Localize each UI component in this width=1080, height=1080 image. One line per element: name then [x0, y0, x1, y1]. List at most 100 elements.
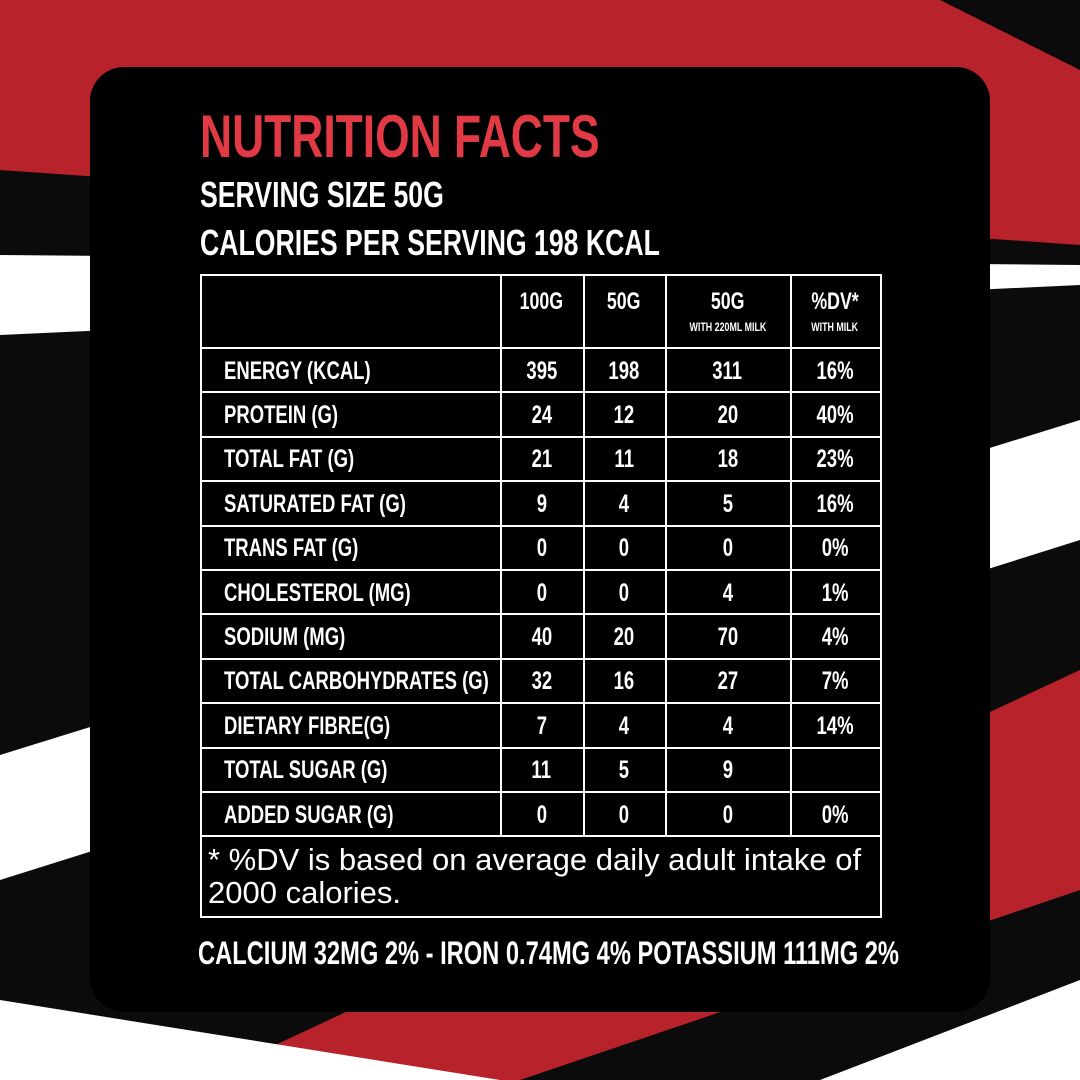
value-text: 0: [536, 534, 547, 563]
column-line: [790, 276, 792, 838]
value-text: 18: [717, 445, 738, 474]
value-cell: 198: [583, 349, 665, 393]
value-cell: 7%: [790, 660, 880, 704]
footnote: * %DV is based on average daily adult in…: [208, 842, 862, 911]
value-text: 0: [536, 578, 547, 607]
calories-text: CALORIES PER SERVING 198 KCAL: [200, 222, 660, 263]
row-line: [202, 791, 880, 793]
row-line: [202, 613, 880, 616]
value-cell: 40: [500, 615, 583, 659]
row-line: [202, 569, 880, 571]
value-cell: 4: [583, 704, 665, 748]
value-text: 70: [717, 623, 738, 652]
value-text: 311: [712, 356, 743, 385]
value-cell: 18: [665, 438, 790, 482]
nutrient-label: ENERGY (KCAL): [224, 349, 500, 393]
nutrient-text: SODIUM (MG): [224, 623, 346, 652]
value-cell: 32: [500, 660, 583, 704]
header-cell: %DV* WITH MILK: [790, 276, 880, 347]
value-cell: 24: [500, 393, 583, 437]
column-line: [665, 276, 667, 838]
value-text: 9: [722, 756, 733, 785]
value-text: 16%: [816, 489, 854, 518]
row-line: [202, 435, 880, 438]
value-cell: 7: [500, 704, 583, 748]
value-cell: 311: [665, 349, 790, 393]
value-cell: 27: [665, 660, 790, 704]
row-line: [202, 347, 880, 349]
value-text: 40%: [816, 401, 854, 430]
value-cell: 5: [665, 482, 790, 526]
value-cell: 0%: [790, 793, 880, 837]
value-text: 0%: [821, 534, 849, 563]
value-cell: 0%: [790, 527, 880, 571]
column-line: [500, 276, 502, 838]
value-text: 0: [722, 534, 733, 563]
value-cell: 21: [500, 438, 583, 482]
value-cell: 0: [665, 793, 790, 837]
value-cell: 395: [500, 349, 583, 393]
row-line: [202, 702, 880, 705]
calories: CALORIES PER SERVING 198 KCAL: [200, 222, 821, 264]
value-cell: 16: [583, 660, 665, 704]
value-text: 23%: [816, 445, 854, 474]
nutrient-label: DIETARY FIBRE(G): [224, 704, 500, 748]
value-cell: 0: [583, 571, 665, 615]
value-cell: 0: [500, 793, 583, 837]
value-text: 24: [531, 401, 552, 430]
value-text: 20: [613, 623, 635, 652]
value-text: 40: [531, 623, 552, 652]
nutrient-text: TOTAL CARBOHYDRATES (G): [224, 667, 489, 696]
minerals: CALCIUM 32MG 2% - IRON 0.74MG 4% POTASSI…: [198, 935, 1080, 972]
value-text: 0: [618, 534, 630, 563]
nutrient-text: ENERGY (KCAL): [224, 356, 371, 385]
header-sublabel: WITH 220ML MILK: [689, 320, 766, 334]
value-text: 0: [618, 800, 630, 829]
value-cell: 20: [583, 615, 665, 659]
value-text: 9: [536, 489, 547, 518]
value-cell: 0: [665, 527, 790, 571]
nutrient-text: TRANS FAT (G): [224, 534, 359, 563]
header-sublabel: WITH MILK: [811, 320, 859, 334]
value-text: 20: [717, 401, 738, 430]
value-cell: 16%: [790, 349, 880, 393]
value-cell: 4: [583, 482, 665, 526]
header-cell: 100G: [500, 276, 583, 347]
nutrient-text: TOTAL FAT (G): [224, 445, 355, 474]
value-cell: 4%: [790, 615, 880, 659]
value-text: 0: [722, 800, 733, 829]
nutrient-label: TOTAL SUGAR (G): [224, 749, 500, 793]
value-cell: 12: [583, 393, 665, 437]
value-cell: 23%: [790, 438, 880, 482]
header-label: 50G: [607, 288, 641, 315]
value-cell: 9: [500, 482, 583, 526]
nutrient-text: ADDED SUGAR (G): [224, 800, 394, 829]
value-text: 11: [614, 445, 634, 474]
value-cell: 14%: [790, 704, 880, 748]
row-line: [202, 746, 880, 749]
header-cell: 50G WITH 220ML MILK: [665, 276, 790, 347]
value-cell: 40%: [790, 393, 880, 437]
column-line: [583, 276, 585, 838]
row-line: [202, 835, 880, 838]
header-label: %DV*: [811, 288, 859, 315]
value-text: 11: [531, 756, 552, 785]
value-cell: 5: [583, 749, 665, 793]
minerals-text: CALCIUM 32MG 2% - IRON 0.74MG 4% POTASSI…: [198, 935, 899, 971]
value-text: 5: [722, 489, 733, 518]
nutrient-label: TOTAL FAT (G): [224, 438, 500, 482]
value-text: 4: [618, 711, 630, 740]
header-label: 100G: [519, 288, 564, 315]
value-cell: 11: [500, 749, 583, 793]
nutrient-label: TRANS FAT (G): [224, 527, 500, 571]
value-text: 14%: [816, 711, 854, 740]
nutrition-table: 100G 50G 50G WITH 220ML MILK %DV* WITH MILK EN…: [200, 274, 882, 918]
value-text: 4: [618, 489, 630, 518]
value-text: 7: [536, 711, 547, 740]
value-text: 198: [608, 356, 640, 385]
nutrient-text: CHOLESTEROL (MG): [224, 578, 411, 607]
value-text: 5: [618, 756, 630, 785]
header-label: 50G: [710, 288, 745, 315]
nutrient-text: SATURATED FAT (G): [224, 489, 406, 518]
value-text: 0%: [821, 800, 849, 829]
